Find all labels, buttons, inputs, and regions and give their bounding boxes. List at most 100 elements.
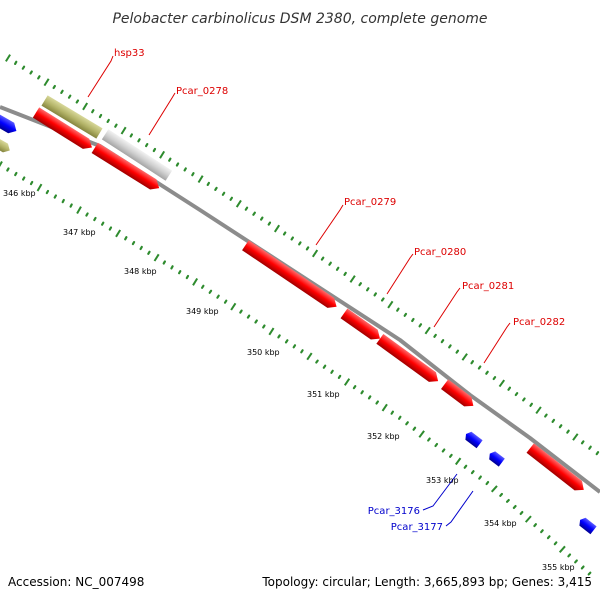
leader-pcar-0279 [315,204,344,246]
minor-tick [455,349,460,354]
minor-tick [433,333,437,338]
minor-tick [139,245,143,251]
gene-label-pcar-0278[interactable]: Pcar_0278 [176,86,228,97]
minor-tick [129,133,133,138]
tick-label-349: 349 kbp [186,307,219,316]
major-tick [424,326,431,335]
genome-backbone [0,105,600,494]
minor-tick [411,317,415,323]
minor-tick [29,70,33,75]
minor-tick [566,429,570,434]
minor-tick [477,365,482,370]
gene-hsp33[interactable] [41,95,103,139]
minor-tick [201,284,205,289]
minor-tick [260,216,264,221]
gene-pcar-3176[interactable] [463,430,483,449]
minor-tick [170,265,174,270]
minor-tick [124,236,128,241]
minor-tick [114,123,118,128]
major-tick [268,327,275,336]
major-tick [387,300,394,309]
minor-tick [131,241,136,246]
gene-olive-left[interactable] [0,135,12,155]
gene-red-c[interactable] [526,443,588,494]
tick-label-355: 355 kbp [542,563,575,572]
major-tick [0,161,3,168]
minor-tick [61,198,65,204]
minor-tick [175,162,180,167]
minor-tick [322,364,327,369]
minor-tick [315,359,319,364]
gene-arrow [376,333,439,382]
minor-tick [514,392,519,397]
major-tick [115,229,122,238]
gene-pcar-0280[interactable] [340,308,384,343]
minor-tick [499,492,503,497]
gene-red-b[interactable] [91,142,163,193]
minor-tick [574,559,578,564]
minor-tick [463,464,468,469]
major-tick [558,545,566,553]
tick-label-350: 350 kbp [247,348,280,357]
gene-label-pcar-3176[interactable]: Pcar_3176 [368,506,420,517]
minor-tick [328,261,332,266]
minor-tick [206,181,210,186]
minor-tick [85,212,89,217]
gene-arrow [91,142,160,190]
minor-tick [567,553,572,558]
major-tick [230,302,237,311]
gene-arrow [465,431,483,449]
minor-tick [22,176,26,181]
gene-arrow [242,240,337,308]
outer-tick-ring [5,54,600,456]
minor-tick [373,292,377,297]
minor-tick [298,241,302,246]
minor-tick [229,196,233,201]
minor-tick [67,94,72,99]
minor-tick [216,294,220,299]
minor-tick [14,60,18,66]
minor-tick [292,344,297,349]
gene-pcar-0282[interactable] [441,379,477,410]
gene-pcar-0281[interactable] [376,333,441,386]
gene-red-a[interactable] [32,107,95,152]
leader-pcar-3176 [422,473,458,511]
minor-tick [267,221,272,226]
gene-blue-left[interactable] [0,112,19,136]
major-tick [197,175,204,184]
minor-tick [246,314,251,319]
minor-tick [485,481,490,486]
leader-pcar-0280 [386,253,414,295]
minor-tick [375,400,379,405]
minor-tick [262,324,266,329]
tick-label-351: 351 kbp [307,390,340,399]
minor-tick [544,413,548,418]
gene-label-pcar-3177[interactable]: Pcar_3177 [391,522,443,533]
minor-tick [470,470,475,475]
major-tick [159,150,166,159]
gene-label-hsp33[interactable]: hsp33 [114,48,145,59]
gene-blue-right[interactable] [577,516,597,535]
minor-tick [506,499,510,503]
major-tick [153,253,160,262]
major-tick [343,378,351,386]
minor-tick [290,236,294,241]
minor-tick [358,282,362,287]
gene-label-pcar-0281[interactable]: Pcar_0281 [462,281,514,292]
gene-label-pcar-0279[interactable]: Pcar_0279 [344,197,396,208]
gene-label-pcar-0282[interactable]: Pcar_0282 [513,317,565,328]
minor-tick [335,266,340,271]
minor-tick [519,510,524,516]
leader-pcar-0281 [433,287,461,328]
gene-pcar-0279[interactable] [242,240,340,311]
gene-label-pcar-0280[interactable]: Pcar_0280 [414,247,466,258]
gene-pcar-3177[interactable] [487,450,505,467]
leader-pcar-0282 [483,322,511,364]
gene-pcar-0278[interactable] [101,129,173,181]
minor-tick [449,453,453,458]
minor-tick [381,297,385,302]
minor-tick [183,167,187,172]
minor-tick [254,319,258,324]
label-leaders [87,55,511,527]
